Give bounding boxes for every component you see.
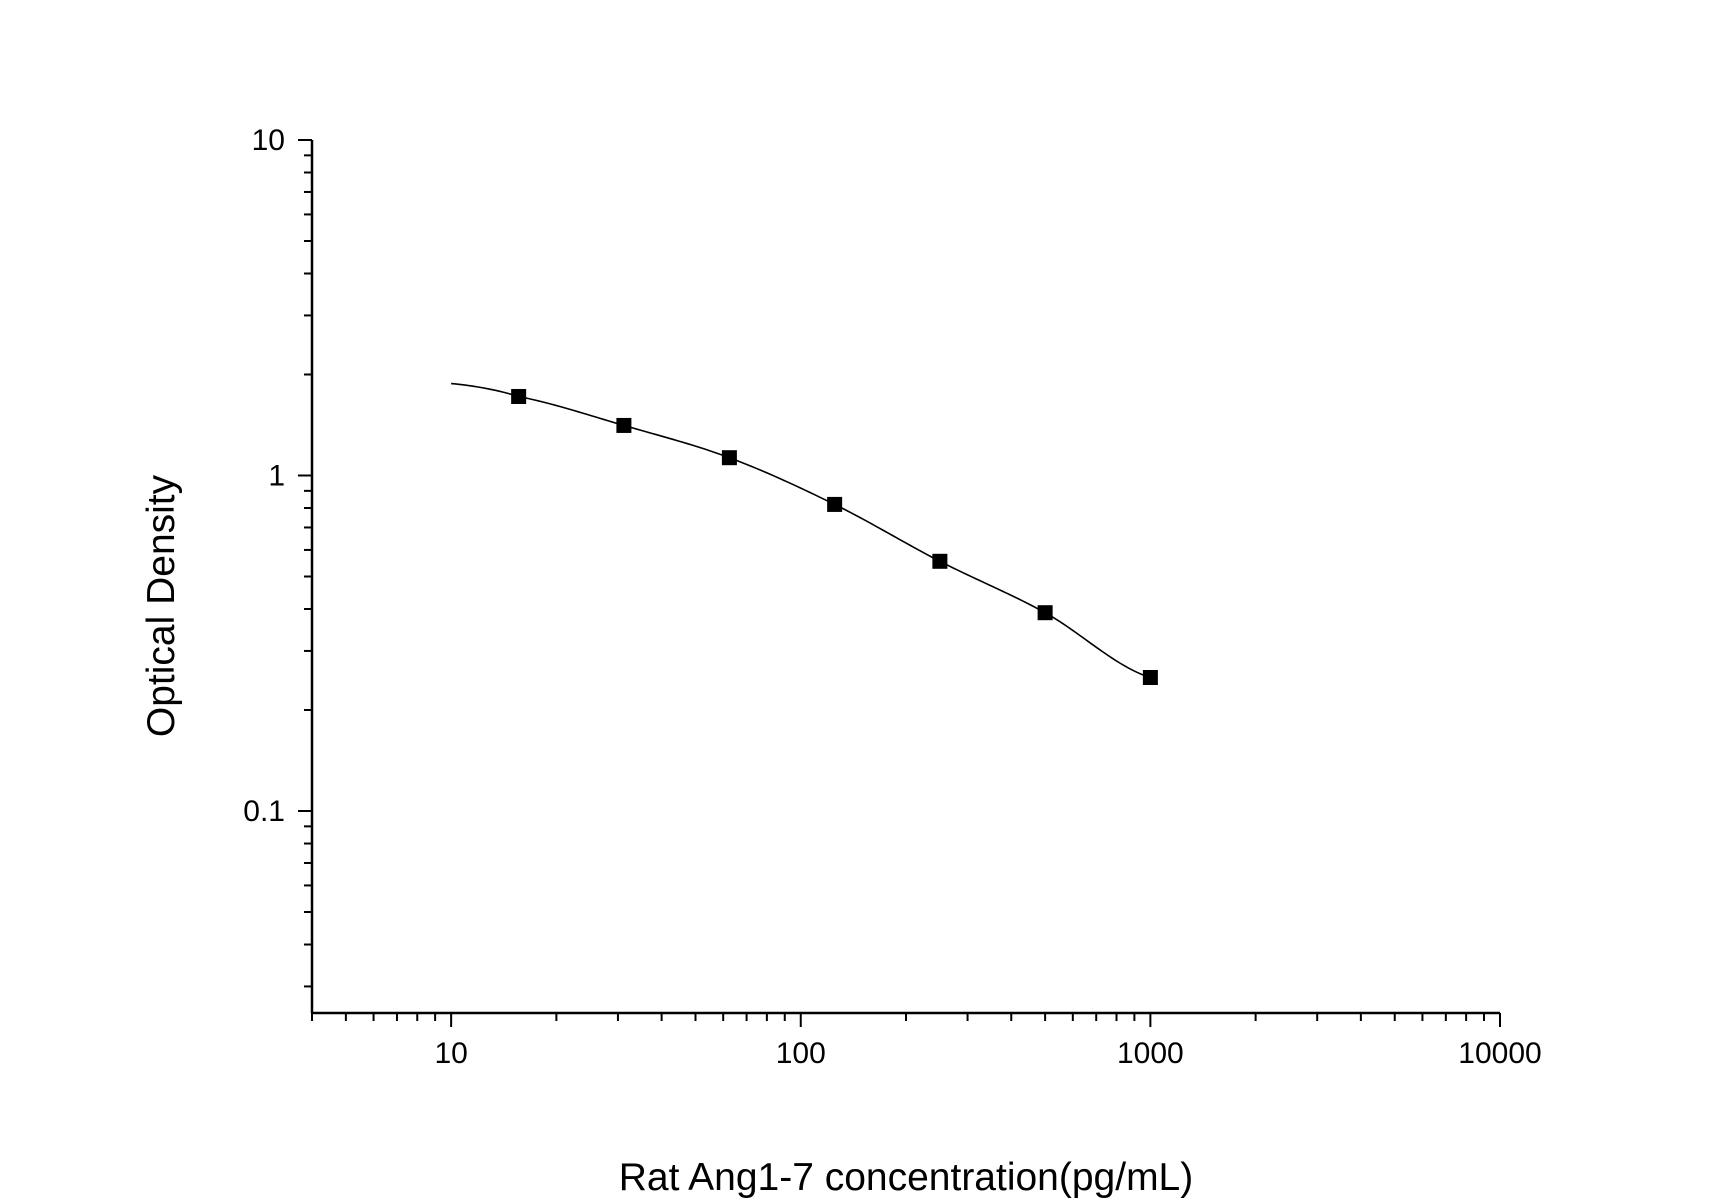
x-tick-label: 100 xyxy=(776,1037,826,1070)
y-axis-title: Optical Density xyxy=(140,474,183,737)
y-tick-label: 10 xyxy=(252,124,285,157)
axes xyxy=(310,140,1500,1015)
data-points xyxy=(511,388,1158,685)
x-tick-label: 10 xyxy=(434,1037,467,1070)
y-tick-label: 1 xyxy=(268,460,285,493)
x-tick-label: 1000 xyxy=(1117,1037,1184,1070)
y-tick-label: 0.1 xyxy=(243,795,285,828)
ticks xyxy=(298,139,1501,1027)
x-axis-title: Rat Ang1-7 concentration(pg/mL) xyxy=(619,1156,1194,1199)
data-point xyxy=(1037,605,1053,621)
x-tick-label: 10000 xyxy=(1458,1037,1541,1070)
fit-curve xyxy=(451,382,1151,679)
data-point xyxy=(1142,669,1158,685)
data-point xyxy=(511,388,527,404)
fit-curve-layer xyxy=(451,382,1151,679)
data-point xyxy=(932,553,948,569)
data-point xyxy=(721,450,737,466)
data-point xyxy=(616,417,632,433)
data-point xyxy=(827,496,843,512)
tick-labels: 10 100 1000 10000 10 1 0.1 xyxy=(243,124,1541,1070)
